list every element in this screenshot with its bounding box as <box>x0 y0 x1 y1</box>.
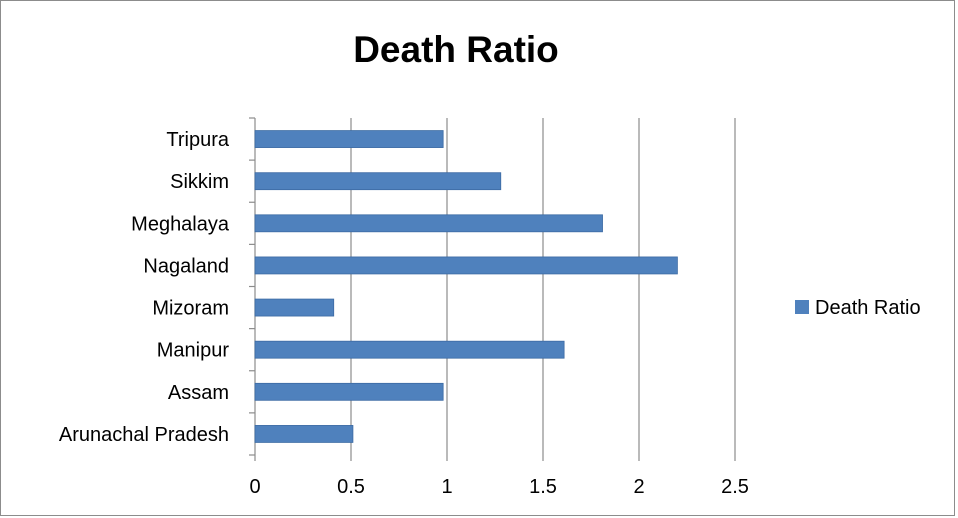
bar-mizoram <box>254 298 335 317</box>
bar-manipur <box>254 340 565 359</box>
legend: Death Ratio <box>795 297 921 319</box>
bars <box>254 130 678 443</box>
category-labels: Arunachal Pradesh Assam Manipur Mizoram Naga… <box>59 129 230 446</box>
category-label-mizoram: Mizoram <box>152 298 229 320</box>
category-label-nagaland: Nagaland <box>143 255 229 277</box>
x-tick-label-2: 1 <box>441 476 452 498</box>
gridlines <box>350 118 736 455</box>
category-label-arunachal-pradesh: Arunachal Pradesh <box>59 424 229 446</box>
legend-label: Death Ratio <box>815 297 921 319</box>
bar-nagaland <box>254 256 678 275</box>
category-label-tripura: Tripura <box>166 129 229 151</box>
x-tick-label-5: 2.5 <box>721 476 749 498</box>
x-tick-label-3: 1.5 <box>529 476 557 498</box>
bar-assam <box>254 382 444 401</box>
category-label-sikkim: Sikkim <box>170 171 229 193</box>
bar-arunachal-pradesh <box>254 425 354 443</box>
chart-title: Death Ratio <box>353 29 559 70</box>
x-tick-label-4: 2 <box>633 476 644 498</box>
x-tick-label-0: 0 <box>249 476 260 498</box>
axes <box>249 117 736 461</box>
x-tick-label-1: 0.5 <box>337 476 365 498</box>
bar-meghalaya <box>254 214 603 233</box>
x-tick-labels: 0 0.5 1 1.5 2 2.5 <box>249 476 748 498</box>
category-label-meghalaya: Meghalaya <box>131 213 230 235</box>
bar-sikkim <box>254 172 502 191</box>
legend-swatch <box>795 300 809 314</box>
bar-tripura <box>254 130 444 148</box>
category-label-manipur: Manipur <box>157 340 230 362</box>
category-label-assam: Assam <box>168 382 229 404</box>
